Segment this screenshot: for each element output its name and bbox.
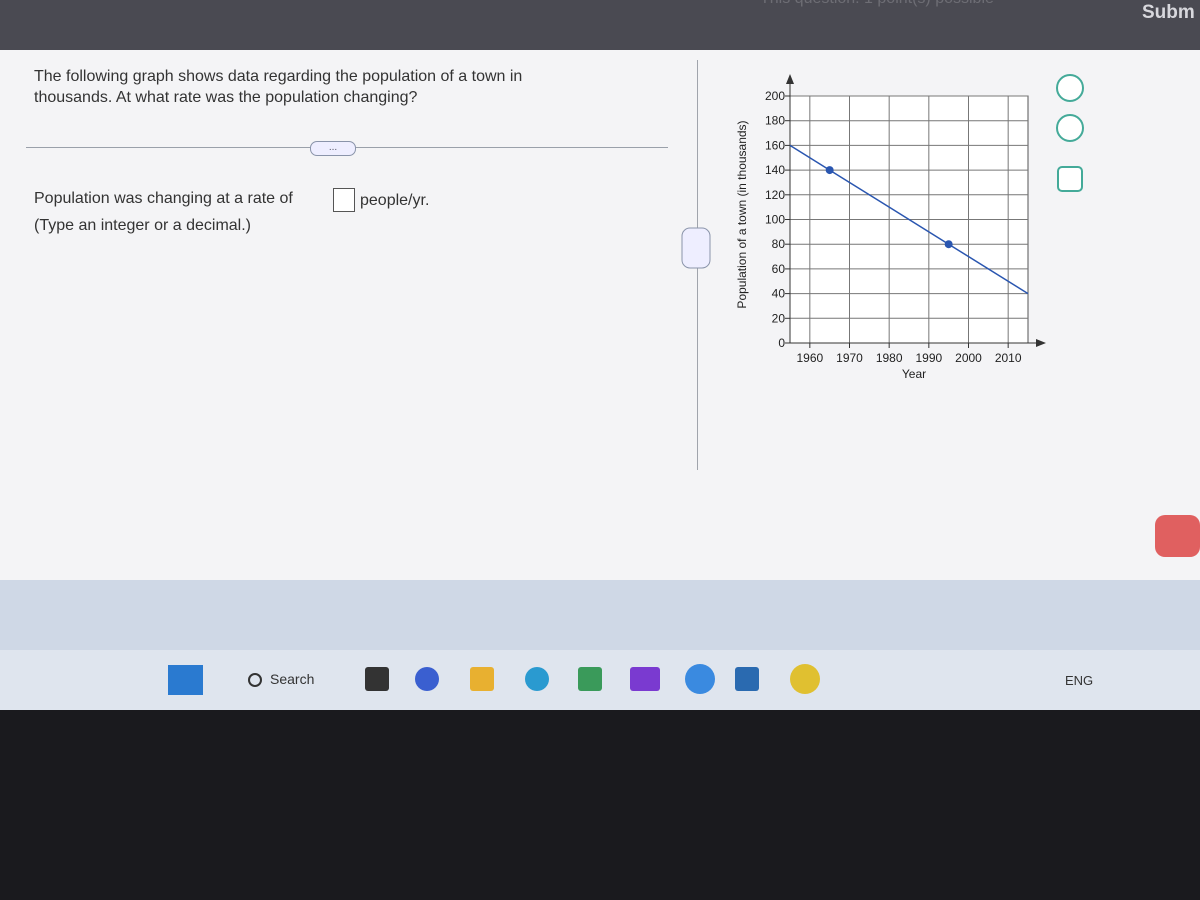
x-tick-label: 1970	[836, 351, 863, 365]
app-icon[interactable]	[790, 664, 820, 694]
y-tick-label: 20	[772, 311, 786, 325]
x-tick-label: 1980	[876, 351, 903, 365]
more-button[interactable]: ...	[310, 141, 356, 156]
top-bar: This question: 1 point(s) possible Subm	[0, 0, 1200, 50]
data-point	[825, 166, 834, 175]
app-icon[interactable]	[578, 667, 602, 691]
x-axis-label: Year	[902, 367, 926, 381]
zoom-in-icon[interactable]	[1056, 74, 1084, 102]
popout-icon[interactable]	[1057, 166, 1083, 192]
answer-hint: (Type an integer or a decimal.)	[34, 217, 251, 234]
y-tick-label: 200	[765, 89, 785, 103]
app-icon[interactable]	[685, 664, 715, 694]
y-tick-label: 0	[778, 336, 785, 350]
x-tick-label: 1990	[915, 351, 942, 365]
y-tick-label: 180	[765, 114, 785, 128]
answer-unit: people/yr.	[360, 192, 430, 209]
question-info: This question: 1 point(s) possible	[760, 0, 994, 8]
app-icon[interactable]	[365, 667, 389, 691]
y-tick-label: 60	[772, 262, 786, 276]
data-line	[789, 144, 1029, 295]
y-axis-arrow	[786, 74, 794, 84]
y-tick-label: 40	[772, 287, 786, 301]
app-icon[interactable]	[630, 667, 660, 691]
side-button[interactable]	[1155, 515, 1200, 557]
y-tick-label: 80	[772, 237, 786, 251]
x-tick-label: 1960	[796, 351, 823, 365]
x-tick-label: 2000	[955, 351, 982, 365]
y-tick-label: 100	[765, 213, 785, 227]
start-icon[interactable]	[168, 665, 203, 695]
app-icon[interactable]	[470, 667, 494, 691]
submit-button[interactable]: Subm	[1142, 2, 1195, 23]
answer-prefix: Population was changing at a rate of	[34, 190, 293, 207]
app-icon[interactable]	[525, 667, 549, 691]
x-tick-label: 2010	[995, 351, 1022, 365]
resize-handle[interactable]	[681, 227, 711, 269]
y-tick-label: 120	[765, 188, 785, 202]
answer-input[interactable]	[333, 188, 355, 212]
y-tick-label: 160	[765, 138, 785, 152]
app-icon[interactable]	[735, 667, 759, 691]
desktop-band	[0, 580, 1200, 650]
x-axis-arrow	[1036, 339, 1046, 347]
y-tick-label: 140	[765, 163, 785, 177]
zoom-out-icon[interactable]	[1056, 114, 1084, 142]
taskbar-search[interactable]: Search	[270, 671, 315, 687]
app-icon[interactable]	[415, 667, 439, 691]
data-point	[944, 240, 953, 249]
taskbar-language[interactable]: ENG	[1065, 673, 1094, 688]
search-icon[interactable]	[248, 673, 262, 687]
y-axis-label: Population of a town (in thousands)	[735, 120, 749, 308]
chart: 0 20 40 60 80 100 120 140 160 180 200 1960 1970 1980 1…	[735, 74, 1046, 381]
question-prompt: The following graph shows data regarding…	[34, 68, 523, 106]
